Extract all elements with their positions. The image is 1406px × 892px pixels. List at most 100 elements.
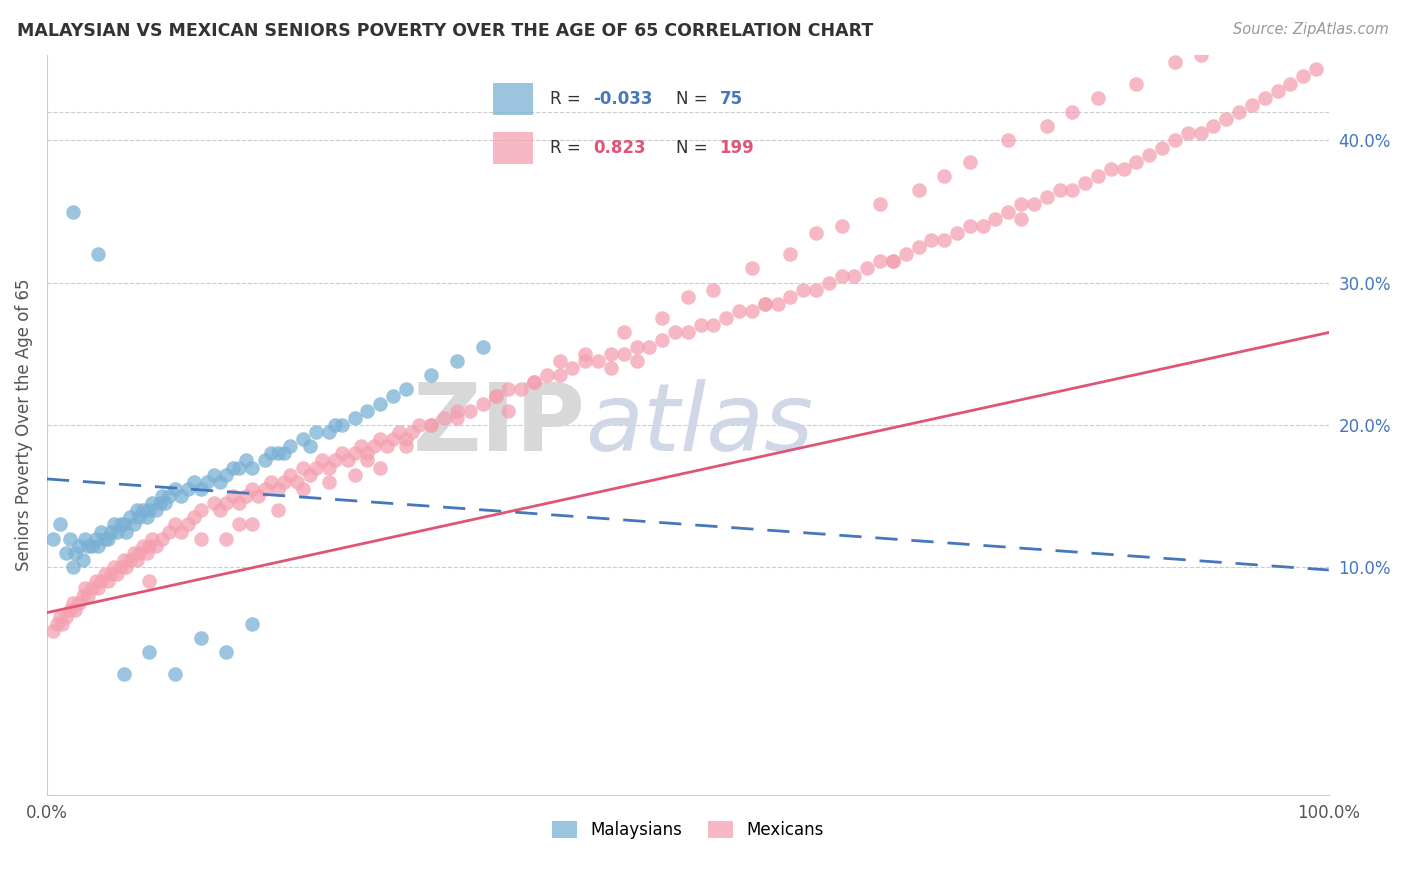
Point [375, 439, 398, 453]
Point [100, 567, 122, 582]
Point [298, 439, 321, 453]
Point [1305, 62, 1327, 77]
Point [208, 475, 231, 489]
Point [62, 560, 84, 574]
Point [1267, 84, 1289, 98]
Point [215, 496, 238, 510]
Point [125, 503, 148, 517]
Point [484, 389, 506, 403]
Point [84, 574, 107, 589]
Point [818, 276, 841, 290]
Point [626, 354, 648, 368]
Point [1035, 190, 1057, 204]
Point [613, 326, 636, 340]
Point [51, 617, 73, 632]
Point [122, 517, 145, 532]
Point [997, 204, 1019, 219]
Point [638, 340, 661, 354]
Point [779, 247, 801, 261]
Point [208, 503, 231, 517]
Point [120, 510, 142, 524]
Point [471, 396, 494, 410]
Point [1010, 197, 1032, 211]
Point [145, 503, 167, 517]
Point [183, 510, 205, 524]
Point [59, 532, 82, 546]
Point [702, 318, 724, 333]
Point [190, 503, 212, 517]
Point [153, 496, 176, 510]
Point [202, 467, 225, 482]
Point [651, 333, 673, 347]
Point [311, 453, 333, 467]
Point [536, 368, 558, 383]
Point [150, 489, 173, 503]
Point [484, 389, 506, 403]
Point [228, 517, 250, 532]
Point [318, 475, 340, 489]
Point [240, 460, 263, 475]
Text: Source: ZipAtlas.com: Source: ZipAtlas.com [1233, 22, 1389, 37]
Point [215, 467, 238, 482]
Point [280, 439, 302, 453]
Point [305, 425, 328, 439]
Point [87, 582, 110, 596]
Point [1049, 183, 1071, 197]
Point [260, 475, 283, 489]
Point [132, 539, 155, 553]
Point [600, 347, 623, 361]
Point [600, 361, 623, 376]
Point [510, 383, 533, 397]
Point [984, 211, 1007, 226]
Point [48, 517, 70, 532]
Point [110, 517, 132, 532]
Point [138, 574, 160, 589]
Point [1062, 183, 1084, 197]
Point [105, 567, 128, 582]
Point [972, 219, 994, 233]
Point [1164, 133, 1187, 147]
Point [135, 546, 157, 560]
Point [115, 524, 138, 539]
Point [395, 432, 418, 446]
Point [138, 539, 160, 553]
Point [260, 446, 283, 460]
Point [298, 467, 321, 482]
Point [882, 254, 904, 268]
Point [247, 489, 270, 503]
Point [141, 532, 163, 546]
Point [235, 453, 257, 467]
Point [754, 297, 776, 311]
Point [128, 546, 150, 560]
Point [420, 368, 443, 383]
Point [122, 546, 145, 560]
Point [523, 376, 546, 390]
Point [190, 482, 212, 496]
Point [1202, 120, 1225, 134]
Point [318, 425, 340, 439]
Point [548, 354, 571, 368]
Point [138, 645, 160, 659]
Point [48, 610, 70, 624]
Point [228, 496, 250, 510]
Point [408, 417, 430, 432]
Point [1137, 147, 1160, 161]
Point [395, 383, 418, 397]
Point [1074, 176, 1097, 190]
Point [273, 446, 295, 460]
Point [202, 496, 225, 510]
Point [59, 603, 82, 617]
Point [702, 283, 724, 297]
Point [548, 368, 571, 383]
Point [869, 197, 891, 211]
Point [170, 524, 193, 539]
Point [62, 204, 84, 219]
Point [112, 666, 135, 681]
Point [363, 439, 385, 453]
Point [145, 539, 167, 553]
Point [63, 546, 86, 560]
Point [446, 403, 468, 417]
Point [170, 489, 193, 503]
Point [157, 524, 180, 539]
Point [664, 326, 686, 340]
